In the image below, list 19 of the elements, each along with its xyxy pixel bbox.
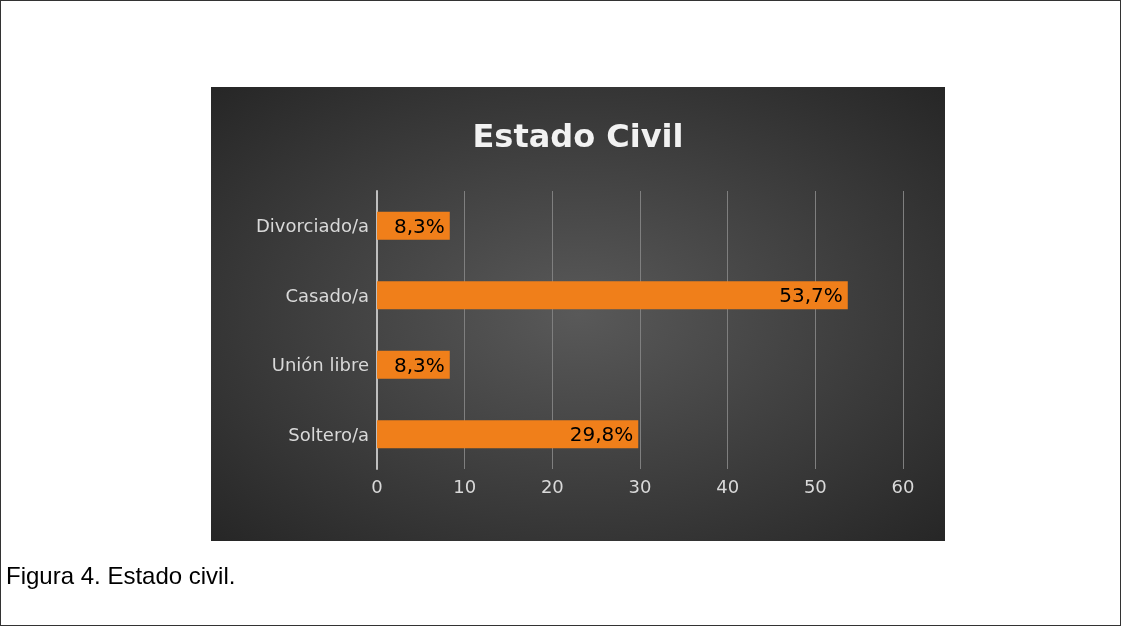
x-tick-label: 10: [453, 475, 477, 497]
y-tick-label: Soltero/a: [288, 423, 369, 445]
y-tick-label: Unión libre: [271, 354, 369, 376]
x-tick-label: 0: [371, 475, 383, 497]
y-tick-label: Casado/a: [285, 284, 369, 306]
data-label: 8,3%: [393, 352, 445, 377]
bar: [377, 281, 848, 310]
x-tick-label: 40: [716, 475, 740, 497]
x-tick-label: 30: [628, 475, 652, 497]
x-tick-label: 50: [803, 475, 827, 497]
x-tick-label: 60: [891, 475, 915, 497]
x-tick-label: 20: [540, 475, 564, 497]
text: Figura 4. Estado civil.: [6, 562, 236, 590]
chart-title: Estado Civil: [472, 117, 684, 155]
data-label: 53,7%: [779, 283, 843, 308]
data-label: 8,3%: [393, 213, 445, 238]
bar: [377, 420, 639, 449]
data-label: 29,8%: [569, 422, 634, 447]
y-tick-label: Divorciado/a: [256, 215, 369, 237]
